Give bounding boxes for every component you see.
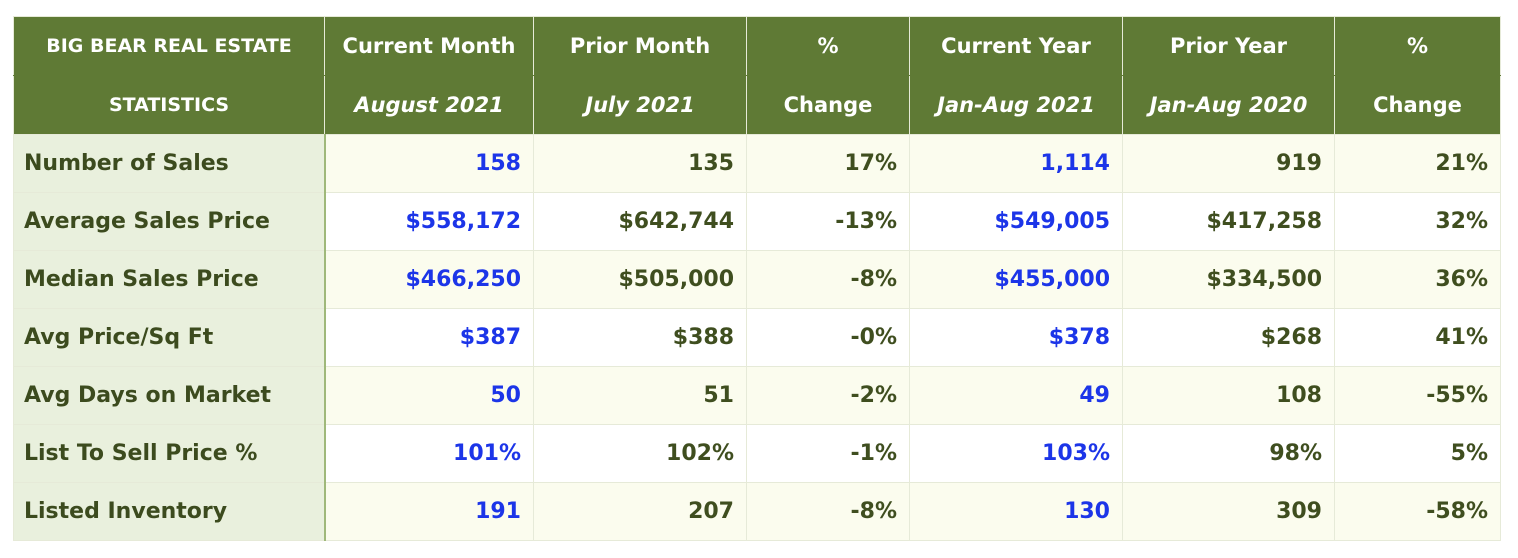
current-month-value: 158 xyxy=(324,134,534,193)
month-change-value: -0% xyxy=(746,308,910,367)
row-label: Average Sales Price xyxy=(13,192,326,251)
table-title-line1: BIG BEAR REAL ESTATE xyxy=(13,16,325,76)
prior-year-value: 108 xyxy=(1122,366,1335,425)
current-year-value: $549,005 xyxy=(909,192,1123,251)
year-change-value: -58% xyxy=(1334,482,1501,541)
current-year-value: 130 xyxy=(909,482,1123,541)
table-row: Average Sales Price $558,172 $642,744 -1… xyxy=(13,192,1501,251)
col-subheader-prior-year: Jan-Aug 2020 xyxy=(1122,75,1335,135)
current-month-value: 50 xyxy=(324,366,534,425)
current-year-value: $378 xyxy=(909,308,1123,367)
prior-year-value: 309 xyxy=(1122,482,1335,541)
month-change-value: -13% xyxy=(746,192,910,251)
col-subheader-prior-month: July 2021 xyxy=(533,75,747,135)
year-change-value: 21% xyxy=(1334,134,1501,193)
year-change-value: 41% xyxy=(1334,308,1501,367)
current-year-value: 1,114 xyxy=(909,134,1123,193)
year-change-value: -55% xyxy=(1334,366,1501,425)
col-header-prior-year: Prior Year xyxy=(1122,16,1335,76)
current-year-value: 103% xyxy=(909,424,1123,483)
prior-month-value: $505,000 xyxy=(533,250,747,309)
current-month-value: $466,250 xyxy=(324,250,534,309)
row-label: Number of Sales xyxy=(13,134,326,193)
year-change-value: 5% xyxy=(1334,424,1501,483)
month-change-value: -2% xyxy=(746,366,910,425)
prior-year-value: 919 xyxy=(1122,134,1335,193)
header-row-top: BIG BEAR REAL ESTATE Current Month Prior… xyxy=(13,16,1501,76)
prior-year-value: 98% xyxy=(1122,424,1335,483)
row-label: Avg Days on Market xyxy=(13,366,326,425)
prior-month-value: 51 xyxy=(533,366,747,425)
year-change-value: 36% xyxy=(1334,250,1501,309)
month-change-value: -8% xyxy=(746,482,910,541)
table-row: Median Sales Price $466,250 $505,000 -8%… xyxy=(13,250,1501,309)
prior-year-value: $268 xyxy=(1122,308,1335,367)
prior-year-value: $417,258 xyxy=(1122,192,1335,251)
col-subheader-current-year: Jan-Aug 2021 xyxy=(909,75,1123,135)
col-subheader-current-month: August 2021 xyxy=(324,75,534,135)
row-label: Avg Price/Sq Ft xyxy=(13,308,326,367)
real-estate-statistics-table: BIG BEAR REAL ESTATE Current Month Prior… xyxy=(13,16,1501,541)
col-header-current-month: Current Month xyxy=(324,16,534,76)
header-row-bottom: STATISTICS August 2021 July 2021 Change … xyxy=(13,75,1501,135)
prior-year-value: $334,500 xyxy=(1122,250,1335,309)
table-title-line2: STATISTICS xyxy=(13,75,325,135)
row-label: Listed Inventory xyxy=(13,482,326,541)
table-row: Avg Price/Sq Ft $387 $388 -0% $378 $268 … xyxy=(13,308,1501,367)
current-month-value: $387 xyxy=(324,308,534,367)
current-month-value: $558,172 xyxy=(324,192,534,251)
prior-month-value: $642,744 xyxy=(533,192,747,251)
col-header-month-pct: % xyxy=(746,16,910,76)
col-subheader-month-change: Change xyxy=(746,75,910,135)
prior-month-value: 135 xyxy=(533,134,747,193)
row-label: List To Sell Price % xyxy=(13,424,326,483)
prior-month-value: 207 xyxy=(533,482,747,541)
col-subheader-year-change: Change xyxy=(1334,75,1501,135)
current-month-value: 101% xyxy=(324,424,534,483)
col-header-prior-month: Prior Month xyxy=(533,16,747,76)
table-row: Number of Sales 158 135 17% 1,114 919 21… xyxy=(13,134,1501,193)
prior-month-value: $388 xyxy=(533,308,747,367)
col-header-year-pct: % xyxy=(1334,16,1501,76)
month-change-value: -8% xyxy=(746,250,910,309)
current-month-value: 191 xyxy=(324,482,534,541)
row-label: Median Sales Price xyxy=(13,250,326,309)
table-row: Listed Inventory 191 207 -8% 130 309 -58… xyxy=(13,482,1501,541)
current-year-value: $455,000 xyxy=(909,250,1123,309)
prior-month-value: 102% xyxy=(533,424,747,483)
table-row: Avg Days on Market 50 51 -2% 49 108 -55% xyxy=(13,366,1501,425)
month-change-value: -1% xyxy=(746,424,910,483)
month-change-value: 17% xyxy=(746,134,910,193)
current-year-value: 49 xyxy=(909,366,1123,425)
year-change-value: 32% xyxy=(1334,192,1501,251)
table-row: List To Sell Price % 101% 102% -1% 103% … xyxy=(13,424,1501,483)
col-header-current-year: Current Year xyxy=(909,16,1123,76)
